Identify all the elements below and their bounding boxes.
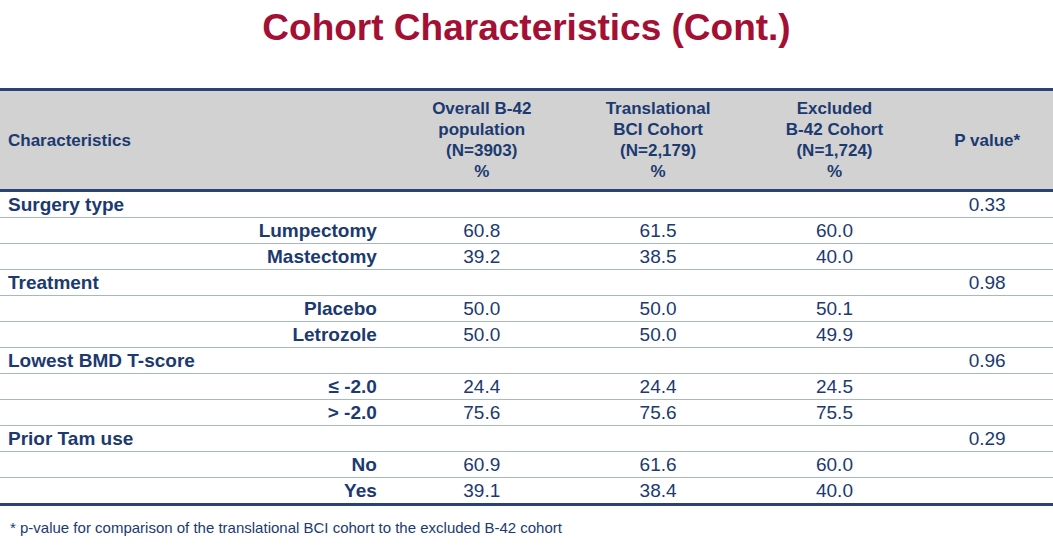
table-row-mastectomy: Mastectomy 39.2 38.5 40.0 [0, 244, 1053, 270]
table-row-prior-tam-use: Prior Tam use 0.29 [0, 426, 1053, 452]
cell-overall: 60.8 [395, 218, 569, 244]
cell-excluded [748, 270, 922, 296]
cohort-characteristics-table: Characteristics Overall B-42 population … [0, 88, 1053, 506]
cell-label: Surgery type [0, 191, 395, 218]
table-row-tam-no: No 60.9 61.6 60.0 [0, 452, 1053, 478]
cell-overall: 50.0 [395, 296, 569, 322]
table-row-t-score-gt-neg2: > -2.0 75.6 75.6 75.5 [0, 400, 1053, 426]
cell-translational [569, 348, 748, 374]
table-row-surgery-type: Surgery type 0.33 [0, 191, 1053, 218]
cell-excluded [748, 191, 922, 218]
cell-overall: 24.4 [395, 374, 569, 400]
cell-excluded [748, 348, 922, 374]
cell-pvalue [921, 452, 1053, 478]
table-row-lowest-bmd-t-score: Lowest BMD T-score 0.96 [0, 348, 1053, 374]
cell-translational [569, 426, 748, 452]
table-row-treatment: Treatment 0.98 [0, 270, 1053, 296]
cell-pvalue: 0.33 [921, 191, 1053, 218]
cell-label: ≤ -2.0 [0, 374, 395, 400]
cell-pvalue [921, 322, 1053, 348]
column-header-overall-population: Overall B-42 population (N=3903) % [395, 90, 569, 191]
cell-label: Mastectomy [0, 244, 395, 270]
cell-overall [395, 426, 569, 452]
cell-excluded: 40.0 [748, 478, 922, 505]
table-row-tam-yes: Yes 39.1 38.4 40.0 [0, 478, 1053, 505]
header-row: Characteristics Overall B-42 population … [0, 90, 1053, 191]
cell-pvalue: 0.96 [921, 348, 1053, 374]
cell-excluded: 60.0 [748, 452, 922, 478]
cell-overall: 75.6 [395, 400, 569, 426]
cell-pvalue [921, 296, 1053, 322]
cell-translational: 50.0 [569, 296, 748, 322]
cell-excluded: 60.0 [748, 218, 922, 244]
cell-translational [569, 191, 748, 218]
cell-excluded: 49.9 [748, 322, 922, 348]
cell-label: Treatment [0, 270, 395, 296]
cell-translational: 50.0 [569, 322, 748, 348]
cell-excluded [748, 426, 922, 452]
column-header-translational-cohort: Translational BCI Cohort (N=2,179) % [569, 90, 748, 191]
column-header-excluded-cohort: Excluded B-42 Cohort (N=1,724) % [748, 90, 922, 191]
cell-translational: 38.5 [569, 244, 748, 270]
cell-overall [395, 191, 569, 218]
cell-overall: 60.9 [395, 452, 569, 478]
cell-excluded: 40.0 [748, 244, 922, 270]
cell-translational: 75.6 [569, 400, 748, 426]
cell-excluded: 50.1 [748, 296, 922, 322]
cell-overall: 39.1 [395, 478, 569, 505]
cell-pvalue: 0.98 [921, 270, 1053, 296]
cell-label: Prior Tam use [0, 426, 395, 452]
table-row-t-score-le-neg2: ≤ -2.0 24.4 24.4 24.5 [0, 374, 1053, 400]
cell-translational: 61.6 [569, 452, 748, 478]
table-row-placebo: Placebo 50.0 50.0 50.1 [0, 296, 1053, 322]
cell-excluded: 75.5 [748, 400, 922, 426]
cell-label: Lowest BMD T-score [0, 348, 395, 374]
table-row-letrozole: Letrozole 50.0 50.0 49.9 [0, 322, 1053, 348]
cell-label: Lumpectomy [0, 218, 395, 244]
footnote: * p-value for comparison of the translat… [0, 506, 1053, 536]
cell-translational [569, 270, 748, 296]
table-row-lumpectomy: Lumpectomy 60.8 61.5 60.0 [0, 218, 1053, 244]
cell-pvalue [921, 374, 1053, 400]
cell-translational: 61.5 [569, 218, 748, 244]
cell-pvalue: 0.29 [921, 426, 1053, 452]
column-header-characteristics: Characteristics [0, 90, 395, 191]
cell-overall [395, 270, 569, 296]
page-title: Cohort Characteristics (Cont.) [0, 0, 1053, 50]
table-body: Surgery type 0.33 Lumpectomy 60.8 61.5 6… [0, 191, 1053, 505]
cell-label: Yes [0, 478, 395, 505]
column-header-p-value: P value* [921, 90, 1053, 191]
cell-label: No [0, 452, 395, 478]
cell-pvalue [921, 218, 1053, 244]
cell-label: Placebo [0, 296, 395, 322]
cell-overall [395, 348, 569, 374]
cell-overall: 39.2 [395, 244, 569, 270]
cell-overall: 50.0 [395, 322, 569, 348]
cell-translational: 24.4 [569, 374, 748, 400]
cell-pvalue [921, 400, 1053, 426]
cell-translational: 38.4 [569, 478, 748, 505]
table-header: Characteristics Overall B-42 population … [0, 90, 1053, 191]
cell-label: Letrozole [0, 322, 395, 348]
slide: Cohort Characteristics (Cont.) Character… [0, 0, 1053, 548]
cell-pvalue [921, 244, 1053, 270]
cell-excluded: 24.5 [748, 374, 922, 400]
cell-label: > -2.0 [0, 400, 395, 426]
cell-pvalue [921, 478, 1053, 505]
